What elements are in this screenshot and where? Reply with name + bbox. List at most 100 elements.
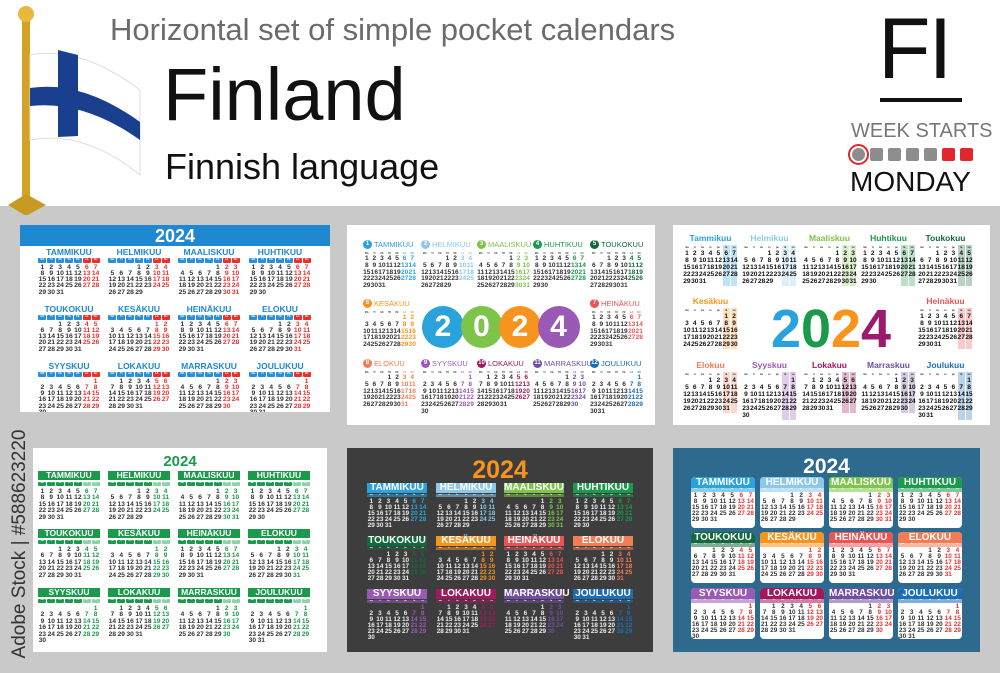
weekday-label-pe: PE	[622, 371, 626, 374]
day-10: 10	[582, 615, 590, 623]
day-24: 24	[196, 339, 204, 347]
day-19: 19	[393, 621, 401, 629]
day-8: 8	[386, 556, 391, 564]
weekday-label-ke: ke	[936, 246, 939, 249]
day-14: 14	[926, 263, 934, 271]
day-9: 9	[455, 609, 460, 617]
weekday-label-su: su	[749, 543, 752, 545]
day-18: 18	[65, 276, 73, 284]
day-23: 23	[692, 627, 700, 634]
day-11: 11	[926, 498, 934, 505]
day-4: 4	[943, 312, 948, 320]
weekday-label-ma: ma	[438, 546, 442, 549]
month-kesäkuu: KESÄKUU ma ti ke to pe la su 1 2 3 4 5 6 7 8 9 10 11 12 13 14…	[760, 532, 824, 589]
weekend-column-shade	[957, 372, 965, 420]
day-23: 23	[249, 402, 258, 410]
day-6: 6	[84, 263, 89, 271]
day-12: 12	[91, 326, 100, 334]
weekday-label-to: to	[859, 543, 863, 545]
weekday-label-pe: PE	[213, 258, 222, 263]
day-31: 31	[258, 409, 267, 412]
day-25: 25	[267, 402, 275, 410]
day-13: 13	[944, 498, 952, 505]
month-heinäkuu: HEINÄKUU MA TI KE TO PE LA SU 1 2 3 4 5 6 7 8 9 10 11 12 13 1…	[178, 529, 240, 588]
day-19: 19	[436, 515, 444, 523]
day-21: 21	[616, 621, 624, 629]
day-23: 23	[797, 510, 805, 517]
weekday-label-la: la	[482, 546, 485, 549]
day-25: 25	[590, 627, 598, 635]
weekday-label-pe: pe	[951, 373, 955, 376]
day-29: 29	[178, 571, 187, 579]
day-3: 3	[762, 553, 767, 560]
day-9: 9	[591, 387, 596, 395]
weekday-label-su: su	[490, 599, 493, 602]
weekday-label-pe: pe	[868, 599, 872, 601]
weekday-label-la: LA	[293, 315, 302, 320]
day-30: 30	[367, 633, 375, 641]
weekday-label-ke: KE	[56, 258, 65, 263]
weekend-column-shade	[965, 245, 973, 286]
day-11: 11	[797, 609, 805, 616]
day-30: 30	[408, 341, 416, 349]
weekday-label-su: su	[732, 309, 736, 312]
day-7: 7	[380, 380, 384, 388]
month-title: HELMIKUU	[765, 476, 819, 488]
day-11: 11	[178, 500, 186, 508]
day-12: 12	[539, 556, 547, 564]
day-20: 20	[161, 617, 170, 625]
day-11: 11	[555, 261, 563, 269]
day-13: 13	[117, 276, 126, 284]
weekday-strip	[760, 543, 824, 547]
day-4: 4	[804, 256, 808, 264]
day-11: 11	[370, 327, 378, 335]
day-14: 14	[857, 615, 865, 622]
day-29: 29	[479, 574, 487, 582]
day-dot	[888, 148, 901, 161]
day-17: 17	[266, 500, 274, 508]
weekday-label-su: SU	[410, 371, 414, 374]
weekday-label-to: TO	[274, 599, 284, 603]
day-11: 11	[861, 390, 869, 398]
weekend-column-shade	[789, 245, 797, 286]
weekday-label-la: la	[809, 543, 812, 545]
weekday-label-su: SU	[91, 372, 100, 377]
day-10: 10	[701, 615, 709, 622]
day-24: 24	[428, 401, 437, 409]
weekday-label-su: su	[887, 599, 890, 601]
day-18: 18	[719, 504, 727, 511]
day-22: 22	[953, 621, 961, 628]
day-12: 12	[436, 509, 444, 517]
weekday-label-ke: KE	[380, 311, 384, 314]
day-15: 15	[789, 390, 797, 398]
day-8: 8	[591, 320, 596, 328]
day-11: 11	[730, 383, 738, 391]
day-7: 7	[410, 255, 415, 262]
day-2: 2	[591, 380, 596, 388]
day-23: 23	[223, 507, 231, 514]
day-8: 8	[626, 609, 631, 617]
weekday-label-pe: pe	[799, 488, 803, 490]
day-21: 21	[205, 507, 213, 514]
weekday-strip	[436, 493, 496, 497]
weekday-label-pe: PE	[73, 540, 82, 544]
day-17: 17	[108, 339, 117, 347]
weekday-label-to: to	[721, 543, 725, 545]
day-9: 9	[146, 494, 150, 501]
day-12: 12	[573, 562, 581, 570]
month-lokakuu: LOKAKUU MA TI KE TO PE LA SU 1 2 3 4 5 6 7 8 9 10 11 12 13 14…	[108, 362, 170, 412]
day-1: 1	[708, 376, 713, 384]
day-20: 20	[38, 339, 47, 347]
day-22: 22	[445, 621, 453, 629]
day-10: 10	[722, 383, 730, 391]
weekday-label-pe: PE	[395, 371, 399, 374]
day-16: 16	[222, 390, 231, 398]
day-19: 19	[152, 390, 161, 398]
day-2: 2	[369, 609, 374, 617]
day-15: 15	[214, 617, 222, 625]
day-14: 14	[616, 615, 624, 623]
day-29: 29	[400, 341, 409, 349]
year-digit: 2	[831, 299, 862, 359]
day-20: 20	[521, 621, 529, 629]
weekday-label-ti: ti	[753, 373, 755, 376]
